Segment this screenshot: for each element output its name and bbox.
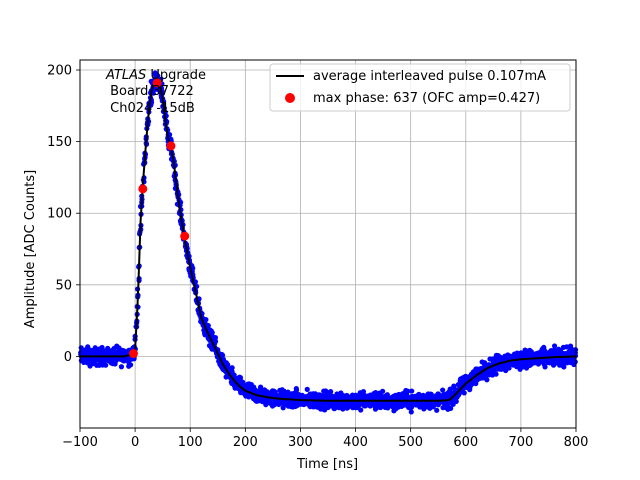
legend-label-max-phase: max phase: 637 (OFC amp=0.427)	[313, 91, 540, 106]
scatter-point	[405, 388, 411, 394]
annotation-board: Board 37722	[106, 84, 194, 99]
x-tick-label: 500	[398, 435, 423, 450]
scatter-point	[434, 407, 440, 413]
x-tick-label: 0	[131, 435, 139, 450]
scatter-point	[440, 387, 446, 393]
y-tick-label: 100	[47, 207, 72, 222]
max-phase-point	[128, 349, 138, 359]
scatter-point	[209, 330, 215, 336]
y-tick-label: 0	[64, 350, 72, 365]
x-tick-label: 600	[453, 435, 478, 450]
scatter-point	[484, 377, 490, 383]
average-pulse-line	[80, 76, 577, 402]
scatter-point	[561, 364, 567, 370]
scatter-point	[572, 350, 578, 356]
scatter-point	[493, 371, 499, 377]
legend: average interleaved pulse 0.107mA max ph…	[269, 63, 571, 112]
scatter-point	[358, 407, 364, 413]
average-pulse-series	[80, 76, 577, 402]
scatter-point	[447, 405, 453, 411]
scatter-point	[237, 375, 244, 381]
scatter-point	[219, 352, 226, 358]
scatter-point	[229, 365, 235, 371]
plot-frame	[79, 59, 577, 429]
legend-box	[269, 63, 571, 112]
axis-ticks: −100 0 100 200 300 400 500 600 700 800 0 50 100 150 20…	[47, 64, 588, 450]
y-tick-label: 200	[47, 64, 72, 79]
scatter-point	[118, 364, 125, 370]
x-tick-label: 200	[233, 435, 258, 450]
max-phase-series	[128, 78, 190, 359]
scatter-point	[467, 387, 473, 393]
svg-text:ATLAS Upgrade: ATLAS Upgrade	[105, 68, 206, 83]
scatter-point	[203, 317, 209, 323]
scatter-point	[461, 390, 467, 396]
x-tick-label: 700	[508, 435, 533, 450]
scatter-point	[408, 409, 414, 415]
x-axis-label: Time [ns]	[296, 457, 358, 472]
scatter-point	[93, 346, 99, 352]
annotation-channel: Ch024 -15dB	[106, 101, 195, 116]
y-tick-label: 50	[55, 278, 72, 293]
scatter-point	[128, 362, 134, 368]
scatter-point	[103, 362, 109, 368]
legend-label-pulse: average interleaved pulse 0.107mA	[313, 69, 546, 84]
legend-circle-marker	[285, 93, 295, 103]
scatter-point	[223, 374, 229, 380]
scatter-point	[541, 344, 547, 351]
scatter-point	[551, 343, 558, 349]
y-axis-label: Amplitude [ADC Counts]	[23, 170, 38, 328]
scatter-point	[328, 389, 334, 395]
scatter-point	[430, 403, 437, 409]
scatter-point	[453, 398, 459, 405]
scatter-point	[293, 387, 300, 393]
scatter-point	[380, 388, 386, 394]
y-tick-label: 150	[47, 135, 72, 150]
scatter-point	[360, 388, 367, 395]
x-tick-label: 400	[343, 435, 368, 450]
scatter-point	[212, 338, 219, 344]
scatter-point	[240, 379, 246, 385]
scatter-point	[304, 386, 310, 392]
scatter-point	[205, 322, 211, 329]
x-tick-label: 100	[178, 435, 203, 450]
max-phase-point	[138, 184, 148, 194]
x-tick-label: 800	[564, 435, 589, 450]
max-phase-point	[152, 78, 162, 88]
scatter-point	[340, 392, 346, 399]
atlas-italic: ATLAS	[105, 68, 146, 83]
scatter-point	[572, 359, 578, 365]
scatter-point	[564, 344, 570, 350]
scatter-point	[542, 364, 548, 370]
atlas-annotation: ATLAS Upgrade Board 37722 Ch024 -15dB	[105, 68, 206, 116]
max-phase-point	[166, 141, 176, 151]
max-phase-point	[180, 231, 190, 241]
atlas-upgrade: Upgrade	[146, 68, 206, 83]
x-tick-label: −100	[62, 435, 98, 450]
scatter-point	[447, 386, 453, 392]
scatter-point	[409, 388, 415, 394]
scatter-point	[212, 335, 219, 341]
x-tick-label: 300	[288, 435, 313, 450]
